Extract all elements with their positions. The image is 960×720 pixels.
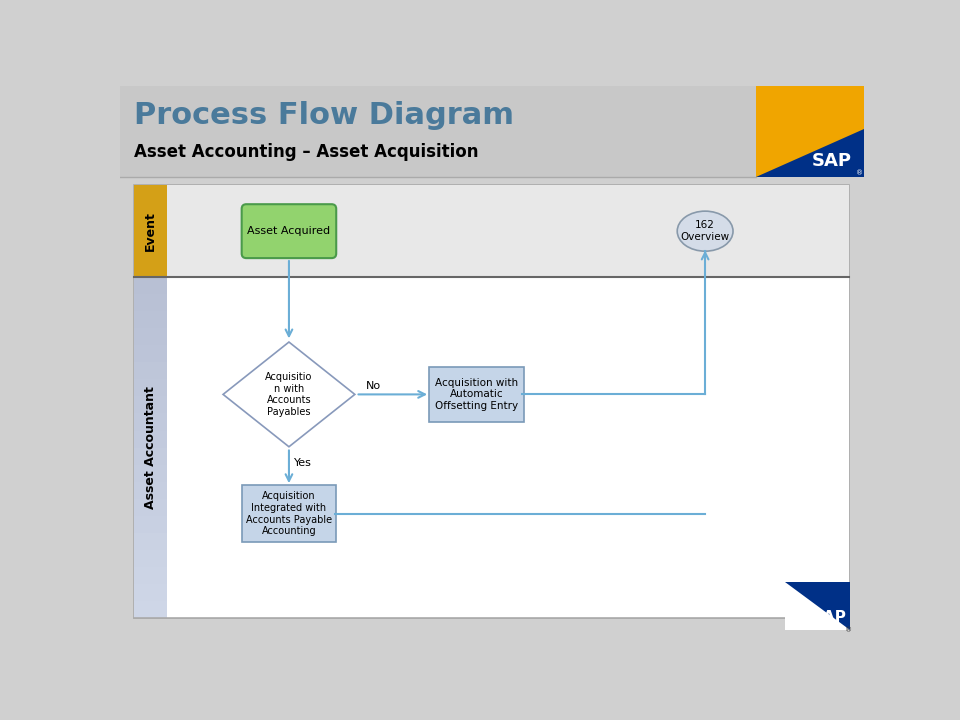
Text: ®: ® — [855, 171, 863, 176]
Polygon shape — [756, 129, 864, 177]
Text: SAP: SAP — [811, 152, 852, 170]
Polygon shape — [785, 582, 850, 630]
Bar — [134, 311, 166, 329]
Ellipse shape — [677, 211, 733, 251]
Text: Asset Acquired: Asset Acquired — [248, 226, 330, 236]
Bar — [785, 582, 850, 630]
Text: Yes: Yes — [294, 457, 311, 467]
Bar — [134, 549, 166, 567]
Bar — [134, 346, 166, 363]
Bar — [134, 379, 166, 397]
Text: Event: Event — [144, 211, 156, 251]
Bar — [134, 584, 166, 601]
Text: Asset Accountant: Asset Accountant — [144, 386, 156, 509]
Text: SAP: SAP — [813, 610, 847, 625]
Text: ®: ® — [845, 628, 852, 634]
Bar — [134, 277, 166, 294]
Bar — [134, 185, 849, 618]
Bar — [756, 86, 864, 177]
Bar — [134, 431, 166, 448]
Bar — [134, 294, 166, 312]
Bar — [134, 464, 166, 482]
Text: 162
Overview: 162 Overview — [681, 220, 730, 242]
Text: Asset Accounting – Asset Acquisition: Asset Accounting – Asset Acquisition — [134, 143, 478, 161]
Bar — [120, 86, 864, 177]
Bar — [134, 567, 166, 584]
Bar — [134, 185, 166, 277]
Bar — [134, 448, 166, 465]
Text: Acquisitio
n with
Accounts
Payables: Acquisitio n with Accounts Payables — [265, 372, 313, 417]
FancyBboxPatch shape — [429, 366, 524, 422]
Text: Acquisition with
Automatic
Offsetting Entry: Acquisition with Automatic Offsetting En… — [435, 378, 518, 411]
FancyBboxPatch shape — [242, 204, 336, 258]
Text: Process Flow Diagram: Process Flow Diagram — [134, 101, 514, 130]
Bar — [134, 362, 166, 380]
Bar — [134, 328, 166, 346]
FancyBboxPatch shape — [242, 485, 336, 542]
Text: Acquisition
Integrated with
Accounts Payable
Accounting: Acquisition Integrated with Accounts Pay… — [246, 491, 332, 536]
Bar — [134, 397, 166, 414]
Bar — [134, 185, 849, 277]
Bar — [134, 277, 849, 618]
Polygon shape — [223, 342, 355, 446]
Bar — [134, 533, 166, 550]
Bar — [134, 413, 166, 431]
Bar — [134, 482, 166, 499]
Bar — [134, 516, 166, 533]
Bar — [134, 600, 166, 618]
Text: No: No — [366, 381, 381, 390]
Bar — [134, 498, 166, 516]
